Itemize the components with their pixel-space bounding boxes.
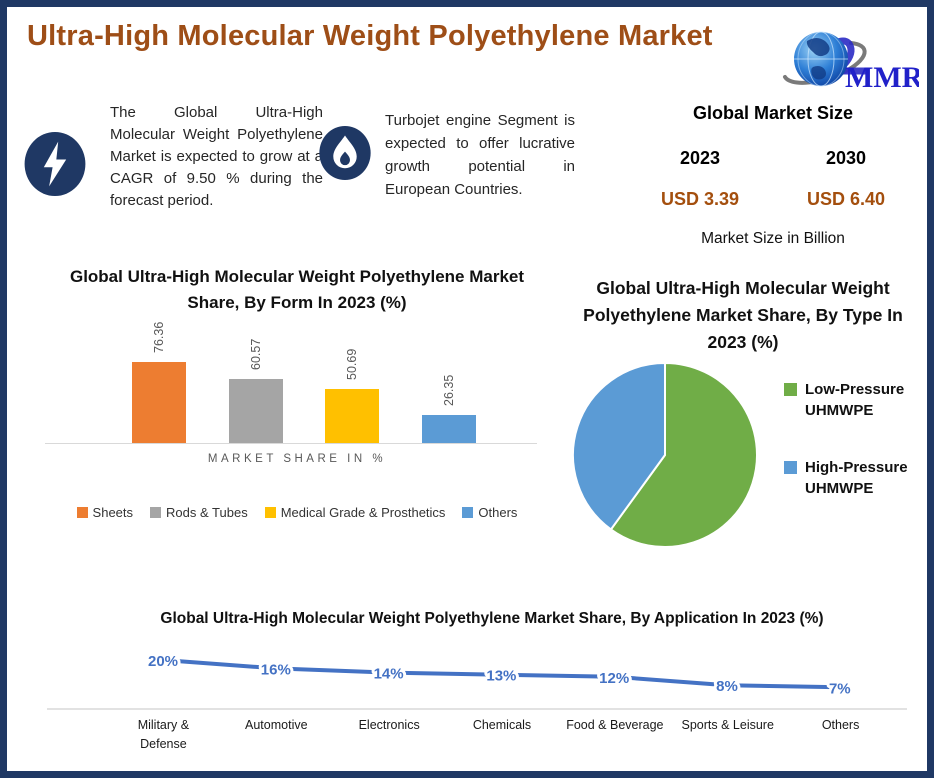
bar-1 bbox=[228, 379, 283, 443]
line-chart-title: Global Ultra-High Molecular Weight Polye… bbox=[160, 610, 824, 627]
pie-legend-label: High-Pressure UHMWPE bbox=[805, 459, 908, 497]
line-value-label: 13% bbox=[486, 668, 516, 685]
bar-value-label: 76.36 bbox=[152, 321, 166, 353]
bar-3 bbox=[422, 415, 477, 443]
line-category-label: Automotive bbox=[245, 718, 308, 732]
line-category-label: Sports & Leisure bbox=[681, 718, 774, 732]
pie-chart-legend: Low-Pressure UHMWPE High-Pressure UHMWPE bbox=[784, 379, 916, 499]
market-size-title: Global Market Size bbox=[692, 103, 854, 123]
bar-legend-label: Sheets bbox=[92, 505, 134, 520]
fact-segment-text: Turbojet engine Segment is expected to o… bbox=[385, 112, 575, 198]
market-size-year-end: 2030 bbox=[825, 148, 867, 168]
market-size-years: 2023 2030 bbox=[627, 148, 919, 169]
line-category-label: Food & Beverage bbox=[566, 718, 664, 732]
mmr-logo: MMR bbox=[783, 31, 919, 94]
market-size-value-end: USD 6.40 bbox=[806, 189, 886, 209]
line-series bbox=[161, 658, 842, 690]
bar-chart-xlabel: MARKET SHARE IN % bbox=[207, 453, 387, 465]
lightning-icon bbox=[24, 132, 86, 196]
legend-swatch-icon bbox=[150, 507, 162, 518]
market-size-note: Market Size in Billion bbox=[701, 230, 845, 247]
line-value-label: 16% bbox=[261, 661, 291, 678]
line-category-label: Chemicals bbox=[472, 718, 532, 732]
bar-legend-item: Rods & Tubes bbox=[150, 505, 248, 520]
bar-0 bbox=[132, 362, 186, 443]
line-value-label: 8% bbox=[716, 678, 738, 695]
bar-value-label: 50.69 bbox=[345, 348, 360, 380]
line-chart: 20% 16% 14% 13% 12% 8% 7% bbox=[47, 652, 907, 710]
legend-swatch-icon bbox=[264, 507, 276, 518]
market-size-values: USD 3.39 USD 6.40 bbox=[627, 189, 919, 210]
bar-chart-plot: 76.36 60.57 50.69 26.35 bbox=[37, 319, 557, 444]
line-chart-categories: Military & Defense Automotive Electronics C… bbox=[107, 716, 897, 754]
legend-swatch-icon bbox=[76, 507, 88, 518]
bar-legend-item: Sheets bbox=[76, 505, 134, 520]
pie-legend-item: Low-Pressure UHMWPE bbox=[784, 379, 916, 421]
legend-swatch-icon bbox=[462, 507, 474, 518]
pie-chart bbox=[572, 361, 758, 548]
line-value-label: 7% bbox=[829, 680, 851, 697]
page-title: Ultra-High Molecular Weight Polyethylene… bbox=[27, 20, 713, 52]
pie-slice-0 bbox=[609, 361, 758, 548]
bar-legend-item: Others bbox=[462, 505, 517, 520]
bar-chart-legend: Sheets Rods & Tubes Medical Grade & Prosth… bbox=[27, 505, 567, 520]
line-value-label: 20% bbox=[148, 653, 178, 670]
line-category-label: Military & Defense bbox=[137, 718, 190, 751]
logo-text: MMR bbox=[845, 61, 919, 94]
line-value-label: 14% bbox=[374, 666, 404, 683]
pie-slice-1 bbox=[572, 361, 666, 531]
pie-chart-title: Global Ultra-High Molecular Weight Polye… bbox=[583, 278, 903, 352]
bar-chart-title: Global Ultra-High Molecular Weight Polye… bbox=[69, 267, 525, 312]
market-size-year-start: 2023 bbox=[679, 148, 721, 168]
pie-legend-item: High-Pressure UHMWPE bbox=[784, 457, 916, 499]
market-size-panel: Global Market Size 2023 2030 USD 3.39 US… bbox=[627, 103, 919, 248]
line-category-label: Electronics bbox=[358, 718, 420, 732]
bar-legend-label: Others bbox=[478, 505, 518, 520]
bar-chart-axis bbox=[45, 443, 537, 444]
bar-value-label: 26.35 bbox=[442, 374, 457, 406]
line-category-label: Others bbox=[821, 718, 860, 732]
bar-value-label: 60.57 bbox=[248, 338, 263, 370]
bar-legend-label: Rods & Tubes bbox=[166, 505, 248, 520]
fact-cagr-text: The Global Ultra-High Molecular Weight P… bbox=[110, 104, 323, 209]
flame-icon bbox=[319, 126, 371, 180]
pie-legend-label: Low-Pressure UHMWPE bbox=[805, 381, 905, 419]
bar-2 bbox=[325, 389, 380, 443]
legend-swatch-icon bbox=[784, 383, 797, 396]
legend-swatch-icon bbox=[784, 461, 797, 474]
market-size-value-start: USD 3.39 bbox=[660, 189, 740, 209]
line-value-label: 12% bbox=[599, 670, 629, 687]
bar-legend-item: Medical Grade & Prosthetics bbox=[264, 505, 446, 520]
bar-legend-label: Medical Grade & Prosthetics bbox=[280, 505, 446, 520]
